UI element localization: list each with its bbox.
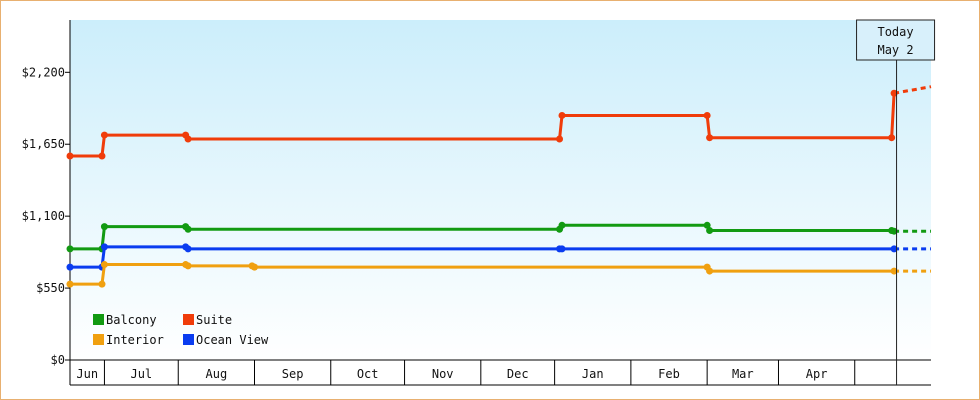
data-point — [890, 267, 898, 275]
data-point — [100, 261, 108, 269]
legend-swatch — [93, 334, 104, 345]
data-point — [184, 225, 192, 233]
data-point — [66, 263, 74, 271]
data-point — [184, 245, 192, 253]
data-point — [556, 135, 564, 143]
data-point — [706, 134, 714, 142]
data-point — [98, 152, 106, 160]
data-point — [184, 135, 192, 143]
y-axis: $0 $550 $1,100 $1,650 $2,200 — [22, 20, 71, 385]
series-lines — [66, 85, 932, 288]
y-tick-label: $1,650 — [22, 137, 65, 151]
legend-label: Interior — [106, 333, 164, 347]
legend-label: Balcony — [106, 313, 157, 327]
data-point — [558, 221, 566, 229]
legend-label: Ocean View — [196, 333, 269, 347]
x-tick-label: Jan — [582, 367, 604, 381]
data-point — [558, 111, 566, 119]
data-point — [98, 280, 106, 288]
data-point — [100, 243, 108, 251]
x-tick-label: Sep — [282, 367, 304, 381]
x-axis: Jun Jul Aug Sep Oct Nov Dec Jan Feb Mar Apr — [70, 359, 931, 386]
legend-swatch — [93, 314, 104, 325]
series-interior — [66, 261, 931, 288]
series-forecast-line — [893, 85, 932, 95]
data-point — [890, 227, 898, 235]
legend-swatch — [183, 334, 194, 345]
x-tick-label: Dec — [507, 367, 529, 381]
data-point — [890, 89, 898, 97]
series-suite — [66, 85, 932, 160]
data-point — [100, 223, 108, 231]
y-tick-label: $550 — [36, 281, 65, 295]
x-tick-label: Oct — [357, 367, 379, 381]
legend: Balcony Suite Interior Ocean View — [93, 313, 269, 347]
data-point — [66, 245, 74, 253]
data-point — [706, 227, 714, 235]
data-point — [706, 267, 714, 275]
x-tick-label: Feb — [658, 367, 680, 381]
x-tick-label: Apr — [806, 367, 828, 381]
data-point — [100, 131, 108, 139]
legend-label: Suite — [196, 313, 232, 327]
data-point — [66, 152, 74, 160]
plot-background — [70, 20, 931, 360]
data-point — [184, 262, 192, 270]
data-point — [703, 221, 711, 229]
data-point — [888, 134, 896, 142]
x-tick-label: Mar — [732, 367, 754, 381]
today-date-label: May 2 — [877, 43, 913, 57]
x-tick-label: Jun — [76, 367, 98, 381]
y-tick-label: $2,200 — [22, 65, 65, 79]
y-tick-label: $1,100 — [22, 209, 65, 223]
x-tick-label: Nov — [432, 367, 454, 381]
data-point — [66, 280, 74, 288]
legend-swatch — [183, 314, 194, 325]
data-point — [703, 111, 711, 119]
y-tick-label: $0 — [51, 353, 65, 367]
today-marker: Today May 2 — [856, 19, 936, 385]
data-point — [251, 263, 258, 271]
today-label-box — [856, 19, 936, 61]
today-label: Today — [877, 25, 913, 39]
x-tick-label: Aug — [206, 367, 228, 381]
data-point — [890, 245, 898, 253]
x-tick-label: Jul — [130, 367, 152, 381]
data-point — [558, 245, 566, 253]
